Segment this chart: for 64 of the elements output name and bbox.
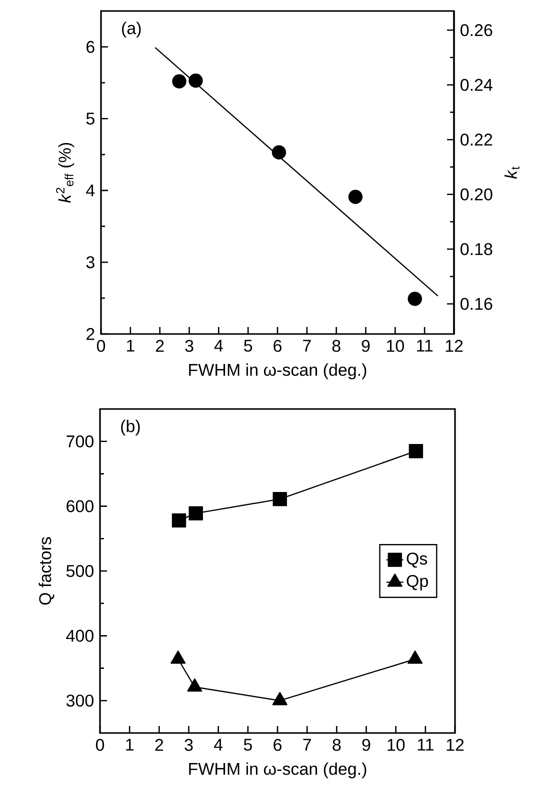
x-tick-label: 12	[446, 340, 463, 352]
x-tick-label: 5	[244, 340, 252, 352]
y2-tick-label: 0.18	[460, 243, 492, 256]
point	[408, 444, 424, 458]
point	[408, 292, 422, 306]
point	[272, 692, 288, 706]
point	[348, 190, 363, 204]
y-axis-title: k$^{2}$$_{eff}$ (%)	[56, 143, 74, 203]
x-tick-label: 4	[214, 340, 223, 352]
x-tick-label: 0	[96, 340, 106, 352]
annotation: (a)	[122, 22, 141, 38]
y-tick-label: 400	[66, 630, 94, 642]
x-tick-label: 12	[446, 738, 464, 751]
y-tick-label: 300	[66, 694, 94, 707]
point	[170, 650, 186, 664]
y-tick-label: 500	[66, 564, 94, 578]
x-tick-label: 3	[184, 738, 193, 751]
x-tick-label: 0	[96, 738, 104, 751]
y-tick-label: 3	[86, 256, 94, 268]
point	[188, 506, 203, 520]
x-axis-title: FWHM in ω-scan (deg.)	[189, 363, 366, 380]
y-tick-label: 4	[86, 184, 95, 196]
legend-label: Qp	[406, 574, 428, 590]
x-tick-label: 10	[387, 340, 404, 352]
y-tick-label: 6	[86, 40, 94, 53]
x-tick-label: 2	[155, 738, 164, 751]
x-tick-label: 3	[185, 340, 194, 352]
y2-tick-label: 0.26	[460, 24, 492, 36]
y2-tick-label: 0.24	[460, 78, 492, 91]
x-tick-label: 1	[126, 738, 134, 751]
annotation: (b)	[121, 420, 140, 436]
x-tick-label: 9	[362, 738, 370, 751]
y-tick-label: 2	[86, 328, 94, 340]
x-tick-label: 9	[362, 340, 370, 352]
legend-label: Qs	[406, 552, 428, 568]
x-tick-label: 7	[303, 340, 311, 352]
x-axis-title: FWHM in ω-scan (deg.)	[189, 762, 366, 778]
x-tick-label: 8	[332, 340, 340, 352]
point	[272, 492, 287, 506]
point	[172, 74, 186, 88]
y2-tick-label: 0.20	[460, 188, 492, 200]
x-tick-label: 11	[418, 738, 434, 751]
y2-tick-label: 0.16	[460, 298, 492, 310]
x-tick-label: 10	[388, 738, 405, 751]
point	[272, 145, 286, 160]
y-tick-label: 700	[66, 435, 94, 448]
y2-axis-title: k$_{t}$	[504, 166, 520, 179]
point	[187, 678, 202, 692]
y-tick-label: 600	[66, 500, 94, 512]
x-tick-label: 11	[417, 340, 433, 352]
x-tick-label: 4	[214, 738, 223, 751]
x-tick-label: 2	[156, 340, 164, 352]
y-axis-title: Q factors	[38, 537, 54, 605]
y-tick-label: 5	[86, 112, 94, 125]
x-tick-label: 8	[332, 738, 341, 751]
x-tick-label: 6	[274, 738, 282, 751]
point	[188, 74, 203, 88]
point	[408, 650, 423, 664]
x-tick-label: 1	[126, 340, 134, 352]
point	[172, 513, 186, 528]
x-tick-label: 6	[274, 340, 282, 352]
x-tick-label: 7	[303, 738, 311, 751]
x-tick-label: 5	[244, 738, 252, 751]
y2-tick-label: 0.22	[460, 134, 492, 146]
